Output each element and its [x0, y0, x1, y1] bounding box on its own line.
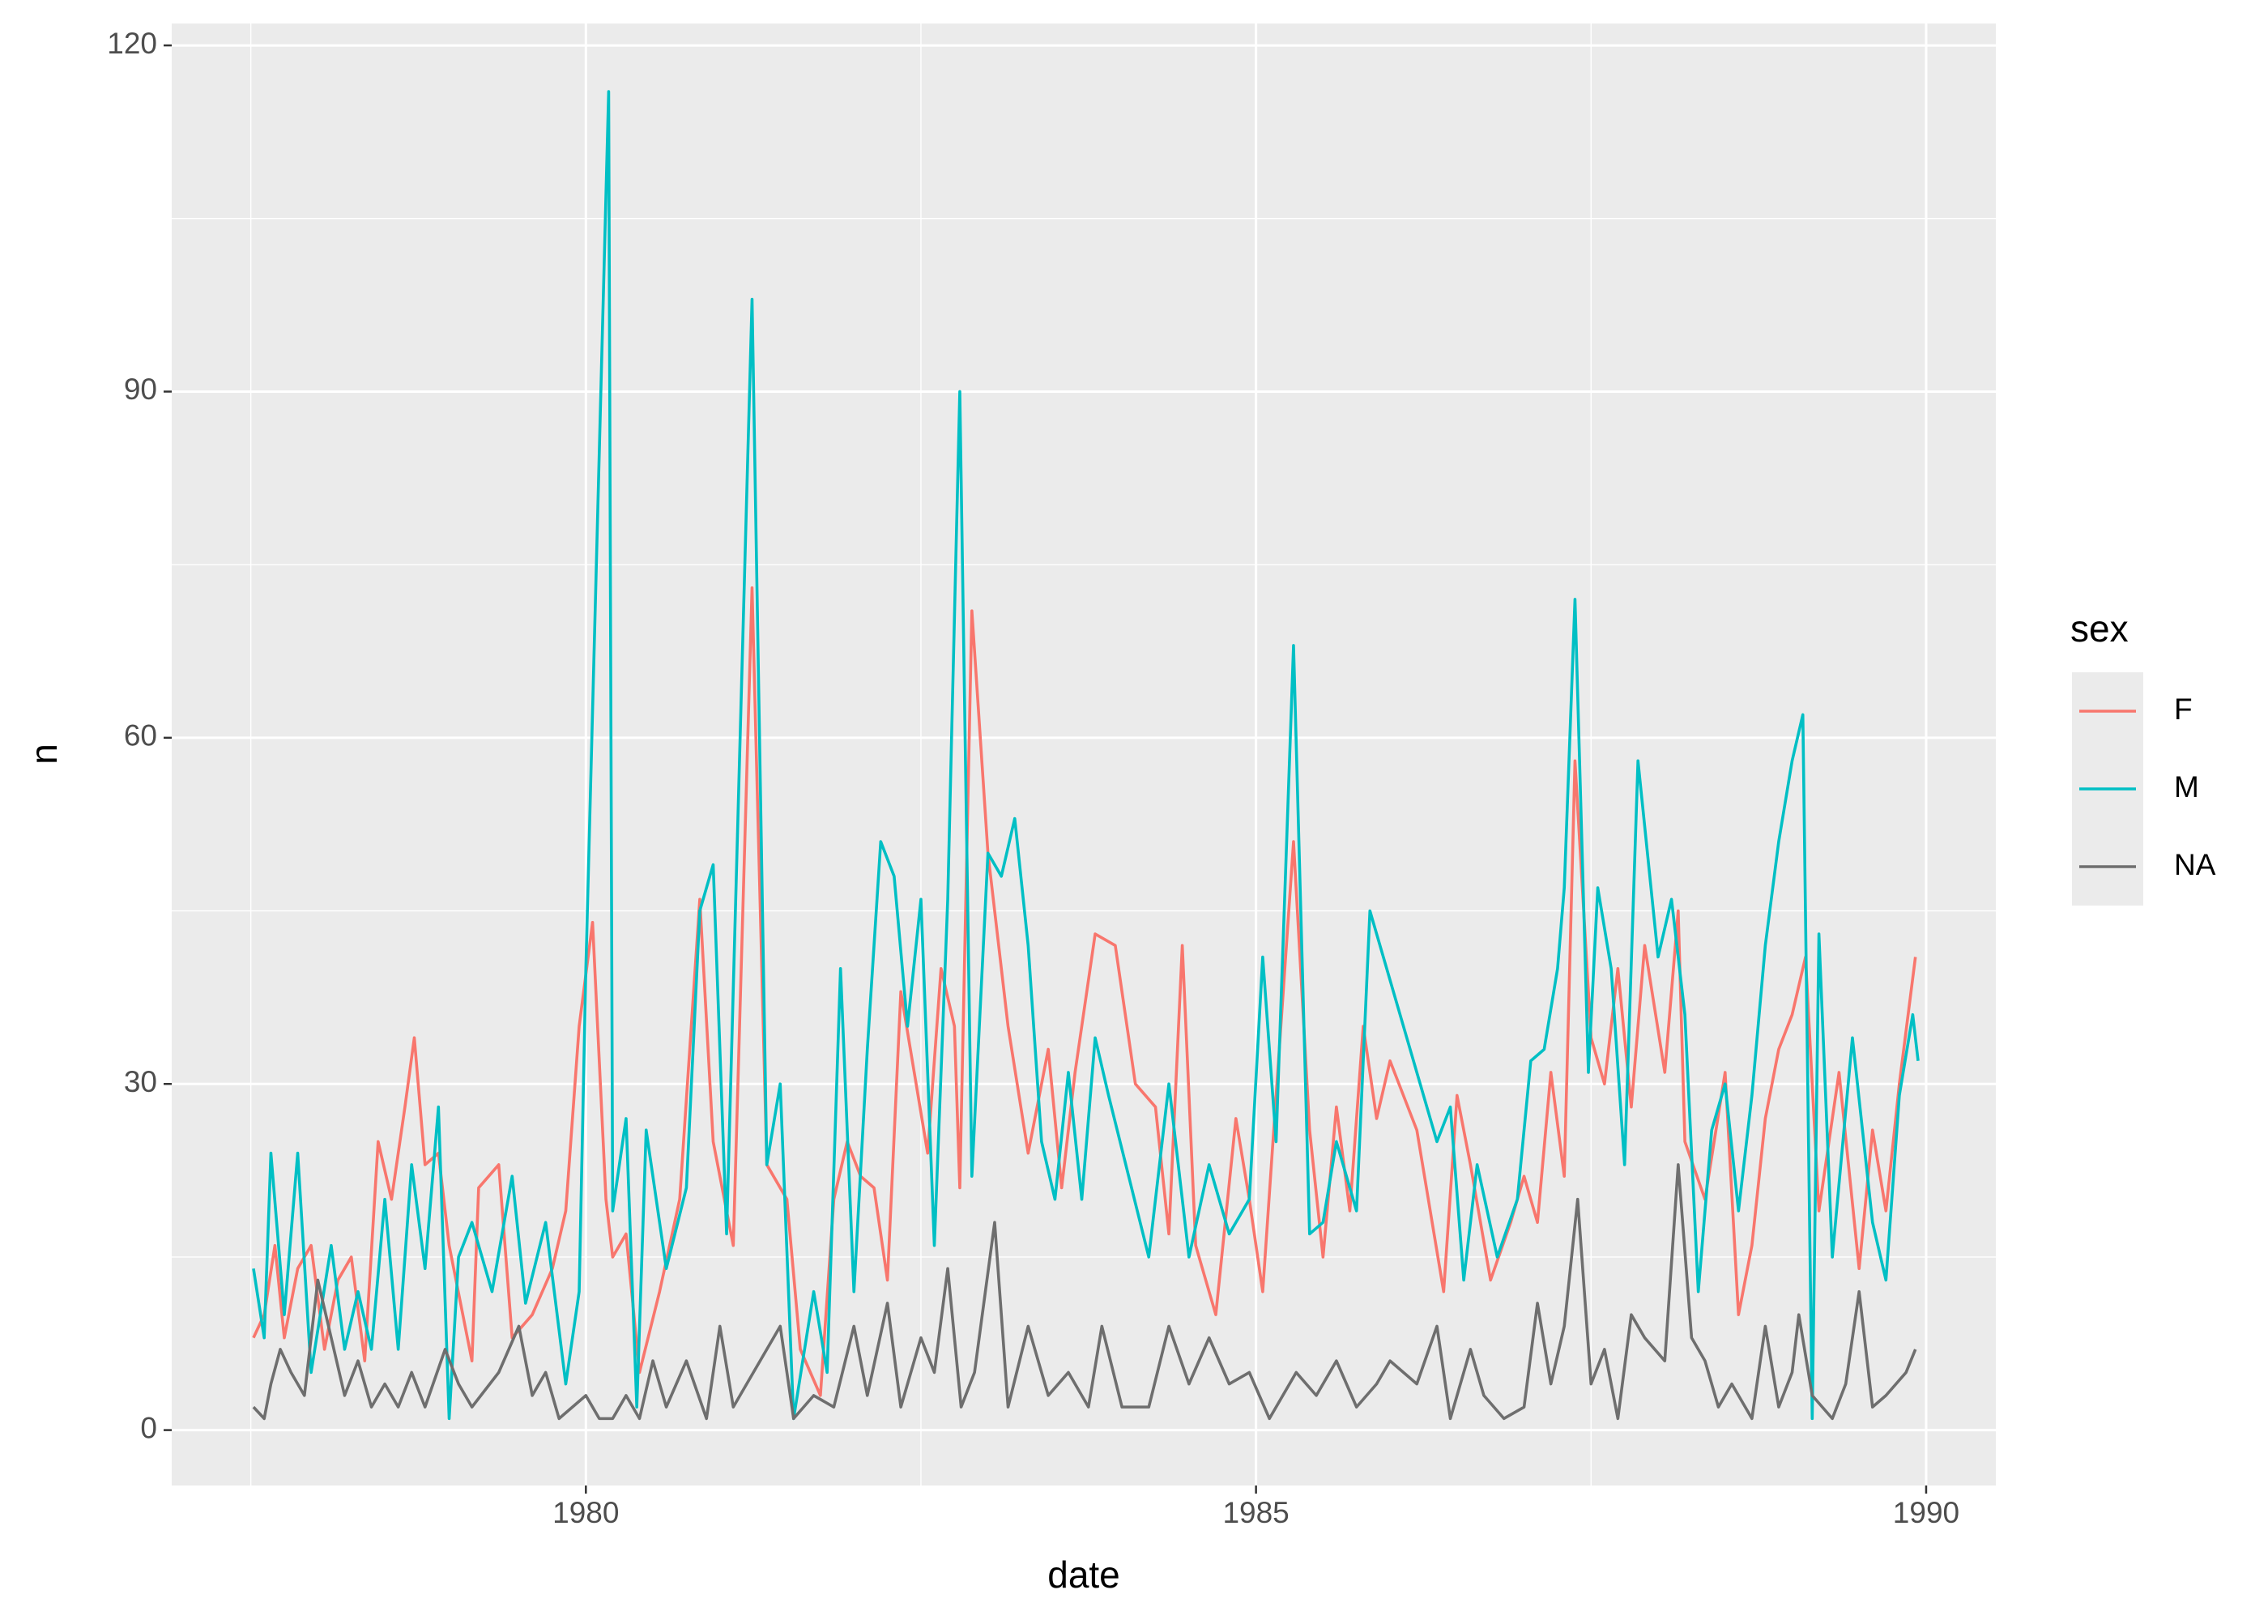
y-axis-title: n: [23, 744, 65, 765]
axes: 1980 1985 1990 0 30 60 90 120: [107, 27, 1959, 1529]
legend-label: NA: [2174, 848, 2216, 881]
legend: sex F M NA: [2070, 607, 2216, 906]
y-tick-label: 0: [140, 1411, 157, 1444]
y-tick-label: 120: [107, 27, 157, 60]
y-tick-label: 90: [124, 373, 157, 406]
x-tick-label: 1985: [1222, 1496, 1289, 1529]
series-line: [252, 1163, 1917, 1421]
legend-label: F: [2174, 693, 2193, 726]
legend-label: M: [2174, 770, 2199, 803]
x-tick-label: 1990: [1893, 1496, 1959, 1529]
x-axis-title: date: [1047, 1554, 1120, 1596]
y-tick-label: 60: [124, 719, 157, 752]
y-tick-label: 30: [124, 1065, 157, 1098]
lines: [252, 90, 1920, 1421]
series-line: [252, 586, 1917, 1397]
series-line: [252, 90, 1920, 1421]
grid: [172, 23, 1996, 1485]
x-tick-label: 1980: [552, 1496, 619, 1529]
legend-title: sex: [2070, 607, 2129, 650]
